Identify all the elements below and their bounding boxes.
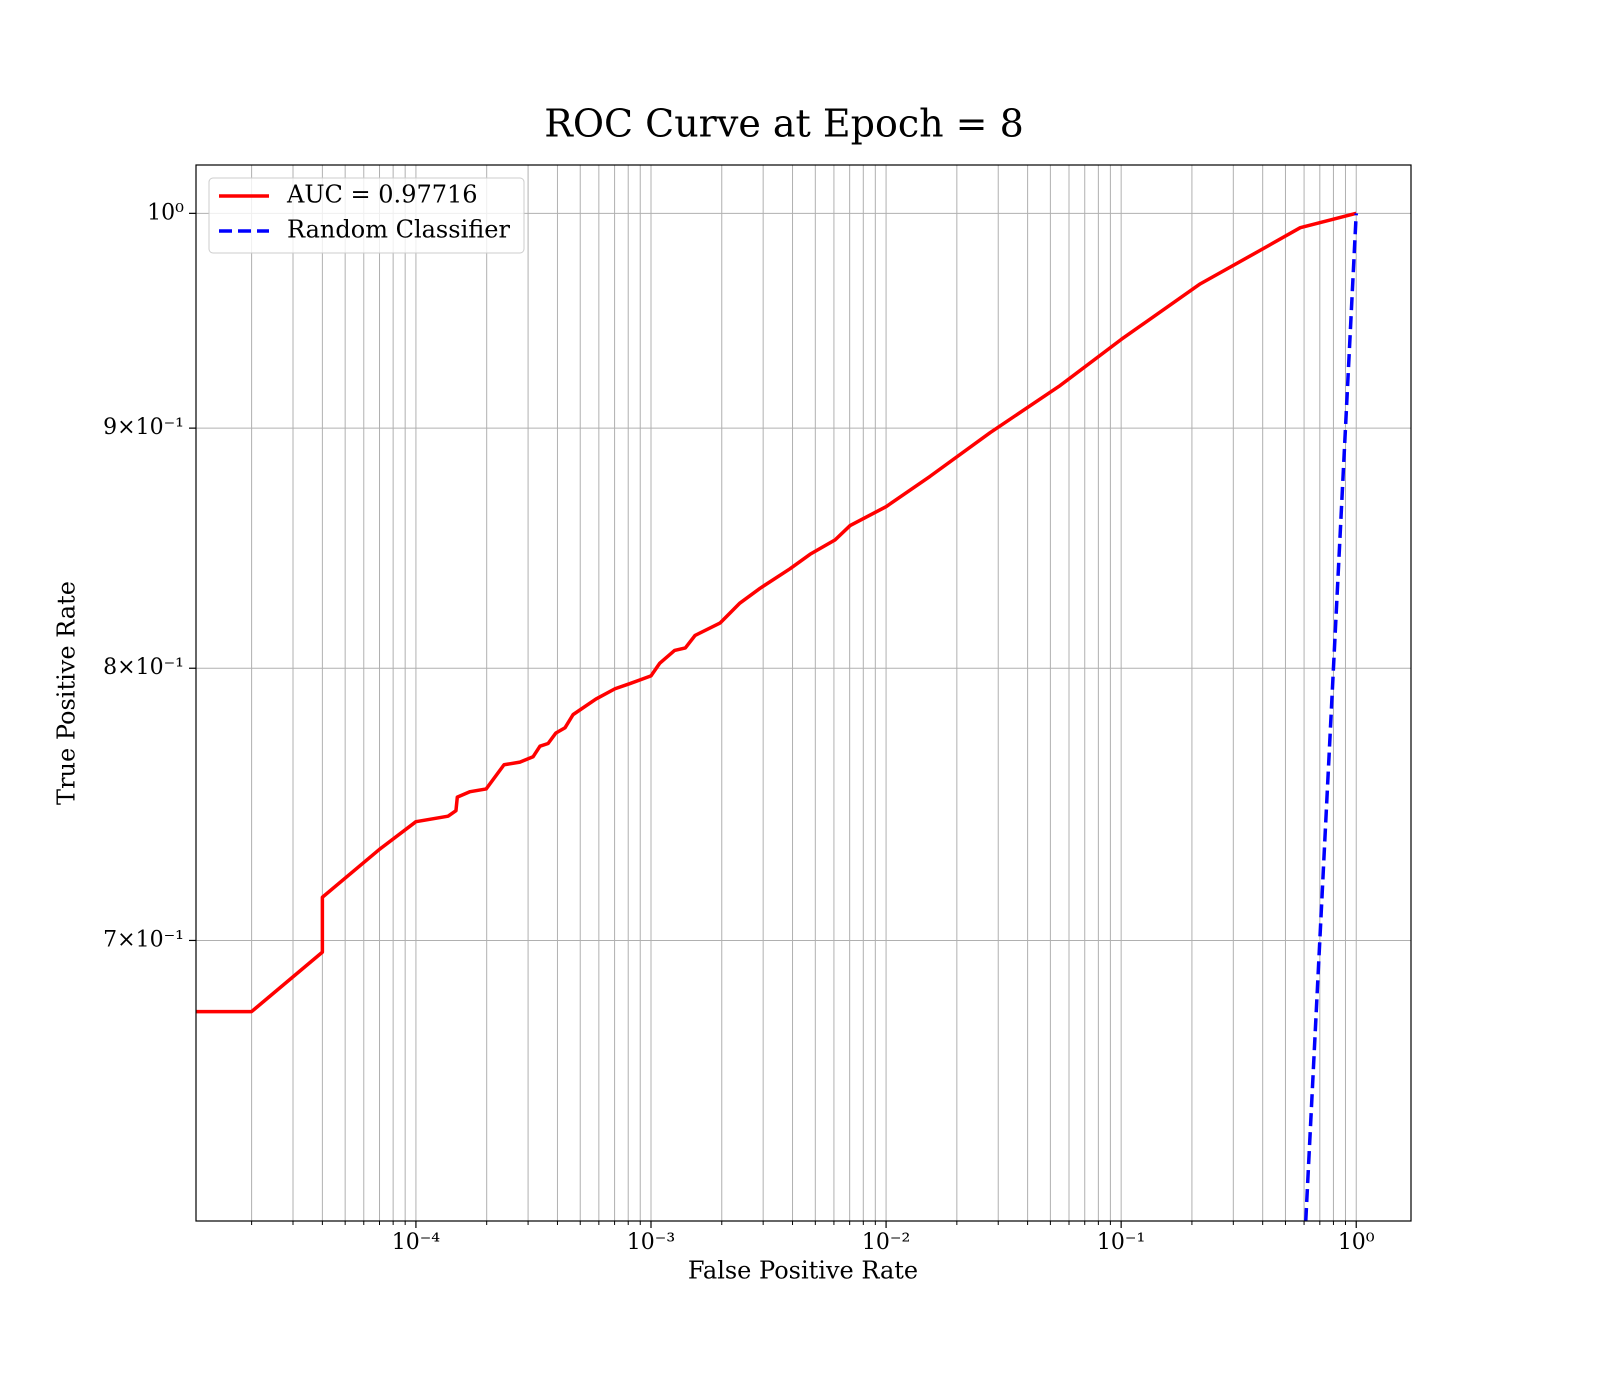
chart-title: ROC Curve at Epoch = 8 [544,102,1024,146]
y-tick-label: 8×10⁻¹ [103,655,184,680]
x-tick-label: 10⁻⁴ [392,1230,441,1255]
legend: AUC = 0.97716 Random Classifier [208,177,525,254]
y-axis-label: True Positive Rate [53,581,81,805]
legend-box [208,177,525,254]
x-tick-label: 10⁻¹ [1097,1230,1145,1255]
plot-frame [195,164,1412,1222]
roc-line [1304,213,1358,1221]
plot-lines [196,211,1358,1221]
y-tick-label: 10⁰ [147,200,184,225]
y-tick-label: 7×10⁻¹ [103,927,184,952]
grid [196,165,1411,1221]
axes: 10⁻⁴ 10⁻³ 10⁻² 10⁻¹ 10⁰ 10⁰ 9×10⁻¹ 8×10⁻¹ 7×10⁻¹ [103,200,1375,1255]
x-axis-label: False Positive Rate [688,1257,918,1285]
roc-line [196,211,1357,1014]
x-tick-label: 10⁻³ [627,1230,675,1255]
y-tick-label: 9×10⁻¹ [103,415,184,440]
legend-label: AUC = 0.97716 [286,181,478,209]
x-tick-label: 10⁻² [862,1230,910,1255]
legend-label: Random Classifier [287,216,510,244]
x-tick-label: 10⁰ [1338,1230,1375,1255]
